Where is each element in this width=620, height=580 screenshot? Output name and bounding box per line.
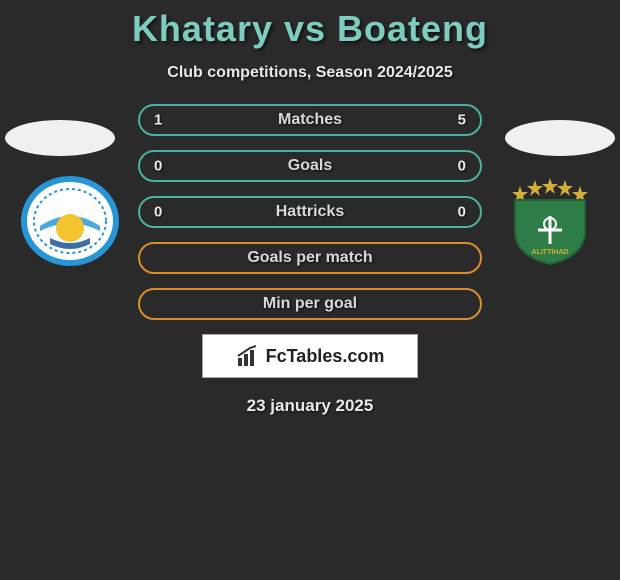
player-photo-right [505,120,615,156]
stat-value-right: 5 [458,112,466,129]
player-photo-left [5,120,115,156]
stat-row-goals-per-match: Goals per match [138,242,482,274]
stat-row-min-per-goal: Min per goal [138,288,482,320]
page-title: Khatary vs Boateng [0,0,620,50]
chart-icon [236,344,260,368]
watermark-text: FcTables.com [266,346,385,367]
stat-row-hattricks: 0 Hattricks 0 [138,196,482,228]
stat-value-left: 0 [154,204,162,221]
stat-value-left: 1 [154,112,162,129]
subtitle: Club competitions, Season 2024/2025 [0,64,620,82]
stat-value-right: 0 [458,204,466,221]
date: 23 january 2025 [0,396,620,416]
watermark: FcTables.com [202,334,418,378]
stat-row-matches: 1 Matches 5 [138,104,482,136]
stat-label: Hattricks [276,203,344,221]
stat-label: Goals [288,157,332,175]
stat-label: Matches [278,111,342,129]
club-badge-right: ALITTIHAD [500,176,600,266]
svg-text:ALITTIHAD: ALITTIHAD [532,249,569,256]
stat-value-left: 0 [154,158,162,175]
club-badge-left [20,176,120,266]
stat-label: Min per goal [263,295,357,313]
stats-container: 1 Matches 5 0 Goals 0 0 Hattricks 0 Goal… [138,104,482,320]
stat-row-goals: 0 Goals 0 [138,150,482,182]
stat-label: Goals per match [247,249,372,267]
stat-value-right: 0 [458,158,466,175]
